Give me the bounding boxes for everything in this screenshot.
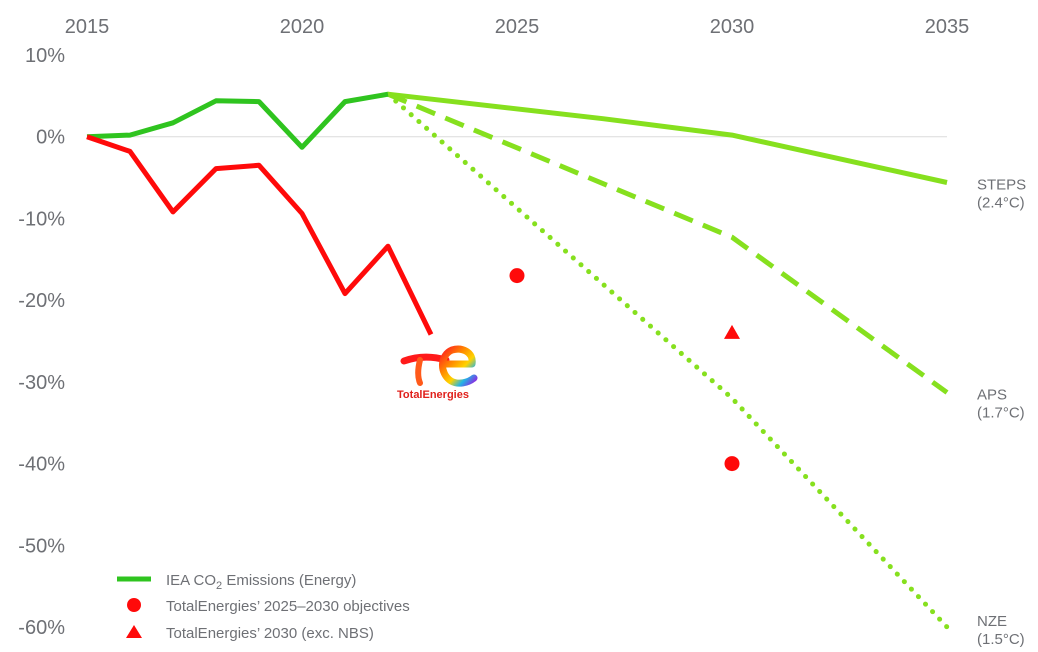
scenario-label-nze: NZE [977,613,1007,630]
logo-wordmark: TotalEnergies [397,389,469,401]
y-tick-label: -50% [18,535,65,557]
point-marker-objective-2030-exc-nbs [724,325,740,339]
y-tick-label: 10% [25,45,65,67]
totalenergies-logo: TotalEnergies [397,349,474,401]
series-line-iea-historical [87,94,388,147]
y-tick-label: -10% [18,208,65,230]
legend-iea-text: IEA CO [166,572,216,589]
legend-objectives-label: TotalEnergies’ 2025–2030 objectives [166,598,410,615]
scenario-labels: STEPS(2.4°C) APS(1.7°C) NZE(1.5°C) [977,176,1026,648]
series-line-totalenergies-actual [87,137,431,335]
point-marker-objective-2030 [725,456,740,471]
y-axis-ticks: 10% 0% -10% -20% -30% -40% -50% -60% [18,45,65,639]
x-tick-label: 2025 [495,16,540,38]
series-layer [87,94,947,627]
points-layer [510,268,741,471]
y-tick-label: -40% [18,454,65,476]
y-tick-label: 0% [36,127,65,149]
x-tick-label: 2020 [280,16,325,38]
legend-circle-marker [127,598,141,612]
legend-exc-nbs-label: TotalEnergies’ 2030 (exc. NBS) [166,625,374,642]
legend-iea-label: IEA CO2 Emissions (Energy) [166,572,356,592]
scenario-label-steps: STEPS [977,176,1026,193]
legend-triangle-marker [126,625,142,638]
point-marker-objective-2025 [510,268,525,283]
scenario-temp-nze: (1.5°C) [977,631,1025,648]
x-tick-label: 2015 [65,16,110,38]
scenario-temp-steps: (2.4°C) [977,194,1025,211]
y-tick-label: -20% [18,290,65,312]
legend: IEA CO2 Emissions (Energy) TotalEnergies… [117,572,410,642]
scenario-label-aps: APS [977,386,1007,403]
series-line-aps [388,94,947,392]
scenario-temp-aps: (1.7°C) [977,404,1025,421]
legend-iea-text-after: Emissions (Energy) [222,572,356,589]
x-tick-label: 2035 [925,16,970,38]
y-tick-label: -60% [18,617,65,639]
y-tick-label: -30% [18,372,65,394]
x-axis-ticks: 2015 2020 2025 2030 2035 [65,16,970,38]
x-tick-label: 2030 [710,16,755,38]
